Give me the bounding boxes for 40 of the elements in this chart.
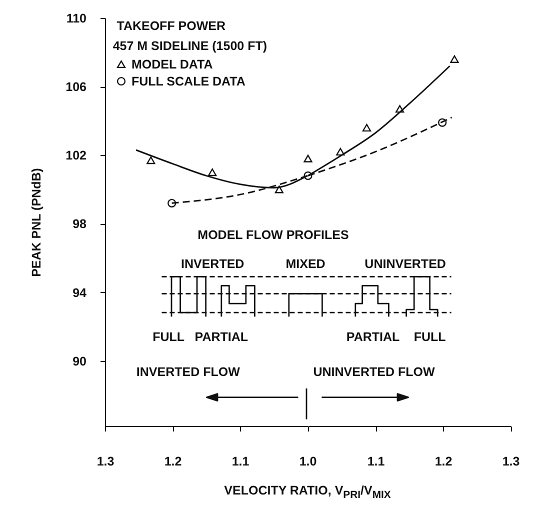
y-tick-label: 94	[72, 286, 87, 300]
point	[336, 148, 344, 156]
x-tick-label: 1.2	[164, 454, 182, 468]
annotation: PARTIAL	[194, 330, 248, 344]
point	[303, 154, 312, 162]
x-tick-label: 1.3	[96, 454, 114, 468]
point	[362, 124, 371, 132]
x-tick-label: 1.0	[299, 454, 317, 468]
point	[274, 186, 284, 194]
x-tick-label: 1.3	[502, 454, 520, 468]
annotation: UNINVERTED	[364, 256, 446, 271]
legend-label: FULL SCALE DATA	[132, 74, 246, 88]
legend-label: MODEL DATA	[132, 57, 213, 72]
annotation: PARTIAL	[346, 330, 400, 344]
x-tick-label: 1.1	[232, 454, 250, 468]
point	[394, 105, 404, 113]
annotation: INVERTED	[180, 256, 244, 271]
y-tick-label: 110	[66, 12, 87, 26]
annotation: MIXED	[286, 256, 326, 271]
annotation: FULL	[414, 330, 446, 344]
y-tick-label: 106	[66, 80, 87, 94]
y-tick-label: 90	[72, 354, 87, 368]
chart-title: TAKEOFF POWER	[116, 18, 226, 33]
point	[303, 171, 312, 180]
x-tick-label: 1.1	[366, 454, 384, 468]
annotation: MODEL FLOW PROFILES	[198, 228, 349, 242]
point	[438, 118, 446, 127]
text: 457 M SIDELINE (1500 FT)	[112, 38, 268, 52]
point	[450, 55, 458, 63]
y-tick-label: 102	[66, 148, 87, 163]
x-axis-title: VELOCITY RATIO, V$_{PRI}$/V$_{MIX}$	[224, 483, 391, 501]
point	[208, 168, 217, 176]
annotation: INVERTED FLOW	[136, 365, 240, 380]
x-tick-label: 1.2	[434, 454, 452, 468]
y-axis-title: PEAK PNL (PNdB)	[30, 168, 44, 277]
y-tick-label: 98	[72, 217, 87, 232]
point	[146, 156, 156, 164]
point	[168, 198, 176, 208]
annotation: FULL	[152, 330, 185, 344]
annotation: UNINVERTED FLOW	[313, 365, 435, 380]
